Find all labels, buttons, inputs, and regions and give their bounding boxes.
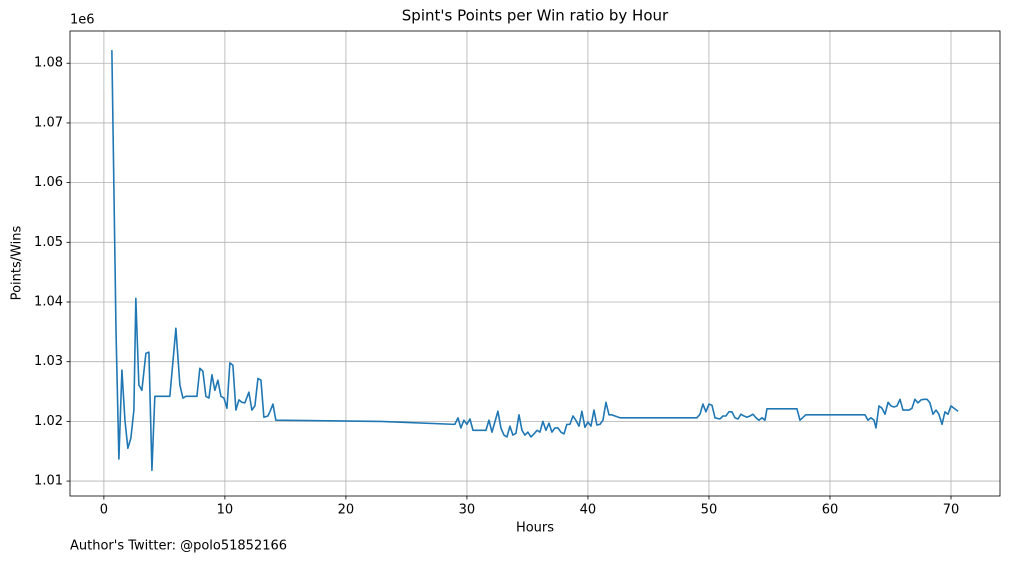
x-tick-label: 30 — [459, 503, 476, 518]
y-offset-label: 1e6 — [70, 13, 95, 28]
footnote: Author's Twitter: @polo51852166 — [70, 539, 287, 554]
x-tick-label: 0 — [100, 503, 108, 518]
x-tick-label: 20 — [338, 503, 355, 518]
y-tick-label: 1.05 — [34, 235, 63, 250]
x-tick-label: 50 — [701, 503, 718, 518]
y-tick-label: 1.06 — [34, 175, 63, 190]
x-tick-label: 60 — [822, 503, 839, 518]
y-tick-label: 1.03 — [34, 354, 63, 369]
x-axis-label: Hours — [516, 521, 554, 536]
x-tick-label: 70 — [943, 503, 960, 518]
chart-title: Spint's Points per Win ratio by Hour — [402, 7, 669, 25]
x-tick-label: 10 — [217, 503, 234, 518]
y-tick-label: 1.02 — [34, 414, 63, 429]
x-tick-label: 40 — [580, 503, 597, 518]
y-tick-label: 1.08 — [34, 56, 63, 71]
y-tick-label: 1.07 — [34, 115, 63, 130]
plot-frame — [69, 30, 1001, 497]
y-axis-label: Points/Wins — [10, 225, 25, 300]
y-tick-label: 1.01 — [34, 474, 63, 489]
y-tick-label: 1.04 — [34, 295, 63, 310]
line — [111, 50, 959, 472]
